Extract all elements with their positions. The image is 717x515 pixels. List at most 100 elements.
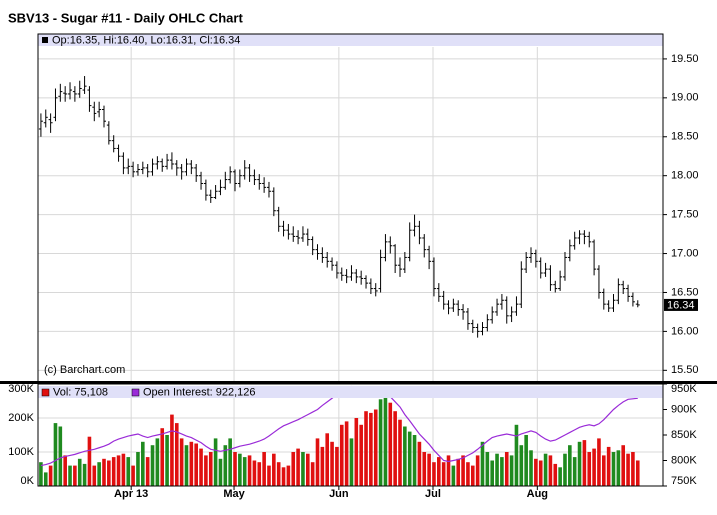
- volume-bar: [179, 438, 184, 486]
- volume-bar: [519, 445, 524, 486]
- volume-bar: [141, 441, 145, 486]
- volume-bar: [592, 448, 596, 486]
- volume-bar: [480, 441, 485, 486]
- volume-bar: [572, 457, 577, 486]
- legend-entry: Open Interest: 922,126: [143, 386, 256, 398]
- volume-bar: [427, 453, 431, 486]
- volume-bar: [131, 465, 135, 486]
- volume-bar: [116, 455, 121, 486]
- volume-bar: [354, 418, 359, 486]
- y2-tick-label: 750K: [671, 475, 697, 487]
- volume-bar: [267, 465, 271, 486]
- info-marker: [42, 37, 48, 43]
- volume-bar: [252, 460, 257, 486]
- volume-bar: [495, 453, 499, 486]
- volume-bar: [320, 446, 325, 486]
- x-tick-label: Jul: [425, 488, 441, 500]
- volume-bar: [145, 457, 150, 486]
- y-tick-label: 15.50: [671, 364, 699, 376]
- volume-bar: [247, 455, 252, 486]
- volume-bar: [587, 452, 592, 486]
- y-tick-label: 19.00: [671, 92, 699, 104]
- volume-bar: [631, 452, 635, 486]
- volume-bar: [611, 452, 616, 486]
- volume-bar: [286, 465, 291, 486]
- volume-bar: [422, 452, 427, 486]
- volume-bar: [121, 453, 126, 486]
- volume-bar: [626, 453, 630, 486]
- volume-bar: [281, 467, 286, 486]
- volume-bar: [621, 445, 626, 486]
- volume-bar: [364, 411, 368, 486]
- volume-bar: [577, 441, 582, 486]
- volume-bar: [432, 462, 436, 486]
- ohlc-info: Op:16.35, Hi:16.40, Lo:16.31, Cl:16.34: [52, 34, 240, 46]
- volume-bar: [441, 462, 446, 486]
- volume-bar: [553, 463, 558, 486]
- volume-bar: [383, 394, 388, 486]
- volume-bar: [77, 458, 82, 486]
- y-tick-label: 16.00: [671, 325, 699, 337]
- y-tick-label: 200K: [8, 412, 34, 424]
- volume-bar: [417, 441, 422, 486]
- volume-bar: [335, 446, 339, 486]
- y-tick-label: 19.50: [671, 53, 699, 65]
- y-tick-label: 17.50: [671, 209, 699, 221]
- volume-bar: [305, 453, 310, 486]
- volume-bar: [170, 414, 174, 486]
- volume-bar: [446, 455, 451, 486]
- info-band: [38, 34, 663, 46]
- volume-bar: [548, 455, 553, 486]
- y2-tick-label: 850K: [671, 429, 697, 441]
- volume-bar: [339, 424, 344, 486]
- volume-bar: [378, 399, 383, 486]
- y-tick-label: 0K: [21, 475, 35, 487]
- y-tick-label: 18.50: [671, 131, 699, 143]
- x-tick-label: Aug: [527, 488, 548, 500]
- volume-bar: [272, 453, 276, 486]
- volume-bar: [223, 445, 228, 486]
- volume-bar: [524, 435, 528, 486]
- y2-tick-label: 800K: [671, 454, 697, 466]
- volume-bar: [238, 453, 242, 486]
- volume-bar: [136, 452, 140, 486]
- last-price-tag: [664, 298, 698, 311]
- legend-entry: Vol: 75,108: [53, 386, 108, 398]
- volume-bar: [558, 467, 562, 486]
- volume-bar: [315, 438, 320, 486]
- volume-bar: [412, 435, 417, 486]
- legend-band: [38, 386, 663, 398]
- volume-bar: [199, 448, 203, 486]
- volume-bar: [461, 455, 465, 486]
- volume-bar: [470, 465, 475, 486]
- volume-bar: [87, 436, 92, 486]
- volume-bar: [466, 462, 470, 486]
- volume-bar: [504, 452, 509, 486]
- y-tick-label: 17.00: [671, 247, 699, 259]
- volume-bar: [543, 453, 548, 486]
- volume-bar: [184, 445, 189, 486]
- volume-bar: [437, 457, 441, 486]
- volume-bar: [111, 457, 116, 486]
- x-tick-label: Apr 13: [114, 488, 148, 500]
- volume-bar: [296, 448, 300, 486]
- overlay: 15.50 16.00 16.50 17.00 17.50 18.00 18.50 19.00…: [8, 53, 698, 500]
- volume-bar: [373, 409, 378, 486]
- volume-bar: [150, 445, 155, 486]
- volume-bar: [39, 462, 43, 486]
- volume-bar: [509, 455, 514, 486]
- volume-bar: [514, 424, 519, 486]
- volume-bar: [451, 465, 456, 486]
- volume-bar: [92, 465, 97, 486]
- volume-bar: [155, 438, 160, 486]
- last-price-label: 16.34: [667, 299, 695, 311]
- y-tick-label: 100K: [8, 446, 34, 458]
- y-tick-label: 300K: [8, 383, 34, 395]
- volume-bar: [213, 438, 218, 486]
- volume-bar: [63, 455, 67, 486]
- y2-tick-label: 900K: [671, 403, 697, 415]
- x-tick-label: Jun: [329, 488, 349, 500]
- volume-bar: [301, 452, 305, 486]
